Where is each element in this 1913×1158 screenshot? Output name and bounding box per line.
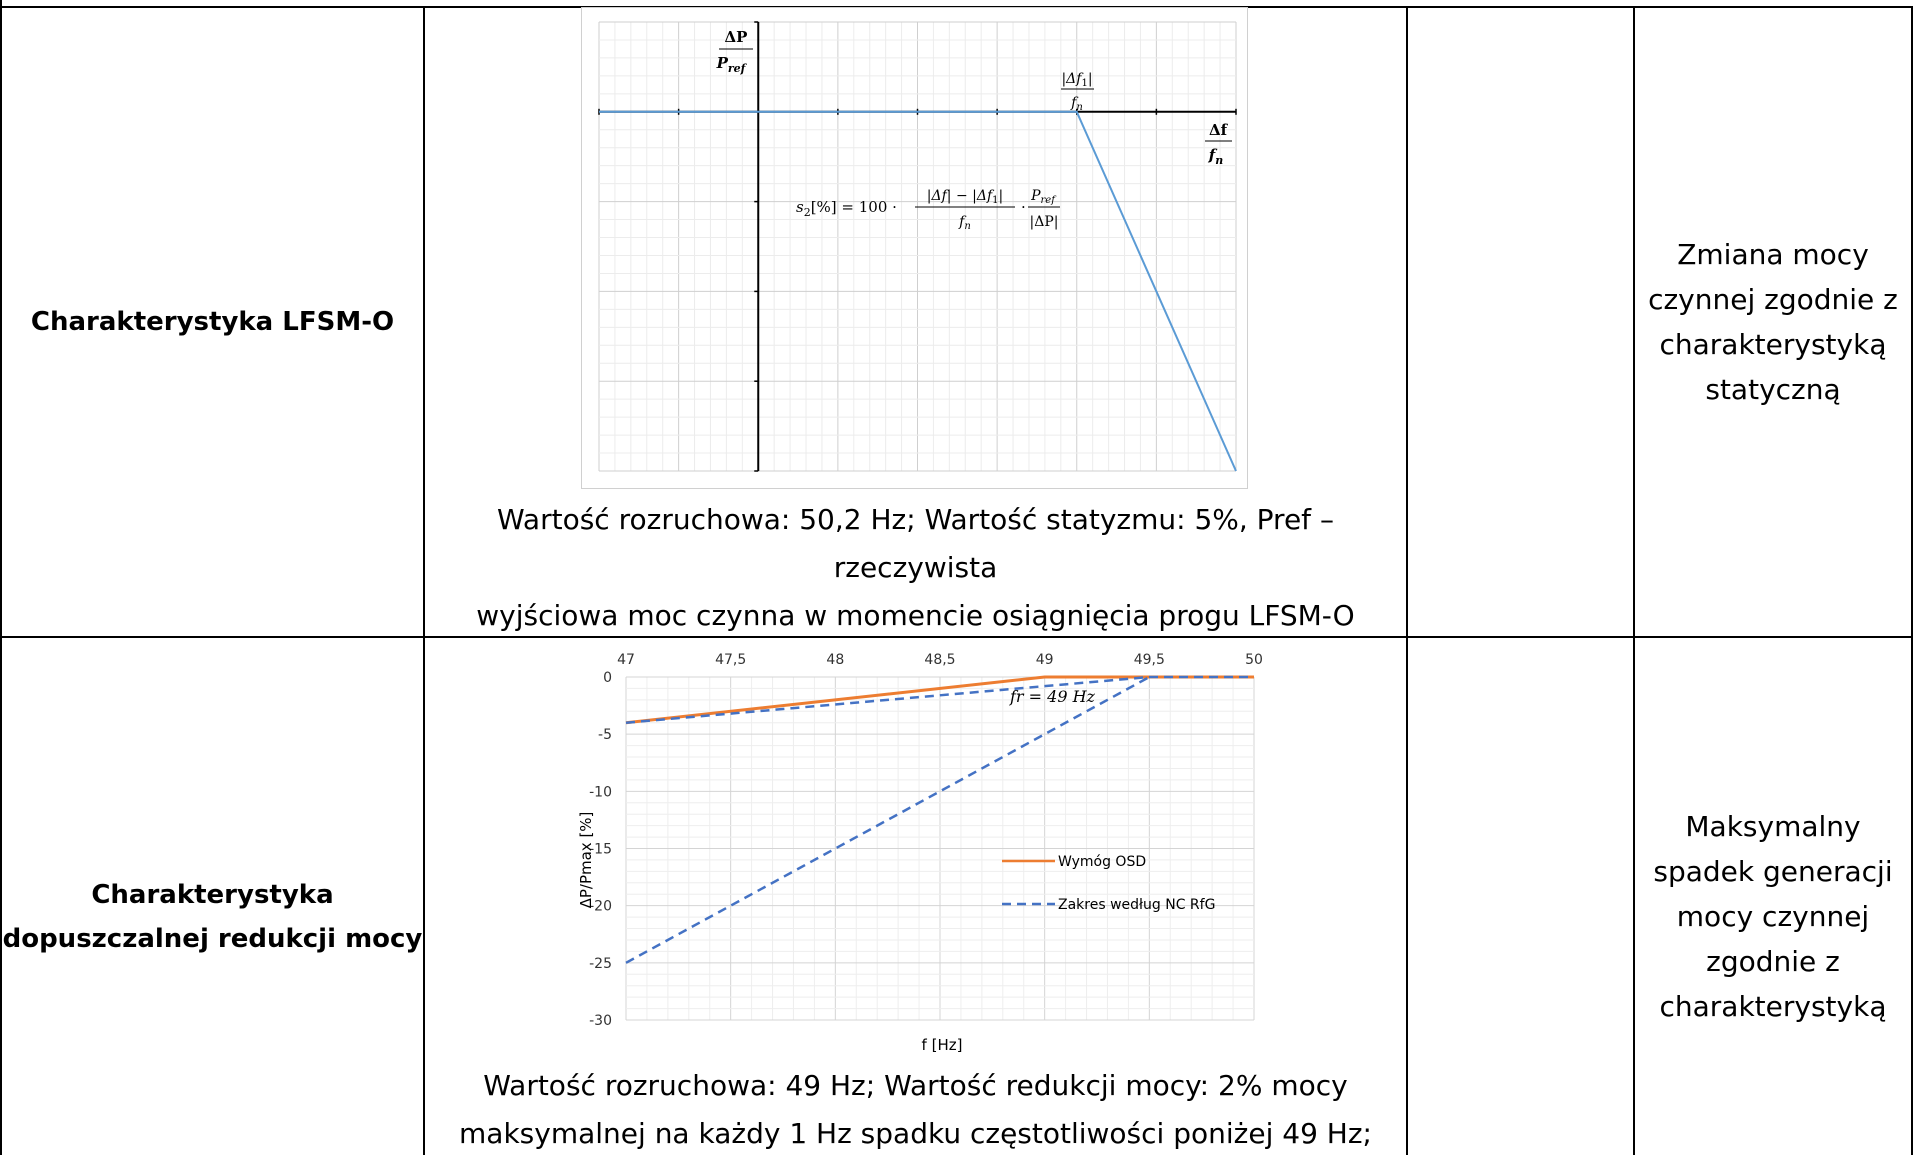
chart-2-series <box>625 675 1254 964</box>
table-col-divider-2 <box>1406 6 1408 1155</box>
chart-2-x-tick-label: 50 <box>1245 652 1263 668</box>
chart-1-ylabel-den: Pref <box>716 54 748 75</box>
chart-1-xlabel-num: Δf <box>1209 121 1229 139</box>
table-border-left <box>0 0 2 1155</box>
row-1-caption: Wartość rozruchowa: 50,2 Hz; Wartość sta… <box>425 503 1406 632</box>
chart-2-x-tick-label: 47,5 <box>715 652 746 668</box>
formula-lhs: s2[%] = 100 · <box>796 198 897 219</box>
formula-p-num-sub: ref <box>1041 195 1058 206</box>
row-2-right-line-1: Maksymalny <box>1685 810 1861 843</box>
row-2-right-line-2: spadek generacji <box>1653 855 1893 888</box>
row-2-right-text: Maksymalny spadek generacji mocy czynnej… <box>1635 638 1911 1155</box>
chart-2-x-tick-label: 49 <box>1036 652 1054 668</box>
chart-1-knee-den-sub: n <box>1076 102 1082 113</box>
row-2-right-line-5: charakterystyką <box>1659 990 1887 1023</box>
formula-den: fn <box>958 214 971 232</box>
chart-1-xlabel-den-f: f <box>1208 146 1218 164</box>
row-2-caption-line-2: maksymalnej na każdy 1 Hz spadku częstot… <box>459 1117 1372 1150</box>
chart-1-ylabel-den-sub: ref <box>728 62 748 75</box>
chart-1-ylabel-den-p: P <box>716 54 729 72</box>
chart-2-annotation: fr = 49 Hz <box>1009 687 1096 706</box>
chart-2-xlabel: f [Hz] <box>922 1036 963 1054</box>
formula-den-sub: n <box>964 221 970 232</box>
chart-1-xlabel-den: fn <box>1208 146 1223 167</box>
table-border-right <box>1911 6 1913 1155</box>
formula-lhs-s: s <box>796 198 804 216</box>
formula-lhs-rest: [%] = 100 · <box>811 198 897 216</box>
formula-num-end: | <box>999 188 1004 204</box>
chart-1-series-line <box>599 110 1237 472</box>
chart-2-series-nc-rfg-lower <box>625 675 1150 964</box>
row-1-caption-line-2: wyjściowa moc czynna w momencie osiągnię… <box>476 599 1355 632</box>
chart-2-series-nc-rfg-upper <box>625 675 1254 724</box>
chart-2-y-tick-label: -5 <box>598 727 612 743</box>
chart-2-x-tick-labels: 47 47,5 48 48,5 49 49,5 50 <box>617 652 1263 668</box>
chart-2-ylabel: ΔP/Pmax [%] <box>577 812 595 909</box>
formula-p-den: |ΔP| <box>1030 214 1059 230</box>
row-1-right-line-3: charakterystyką <box>1659 328 1887 361</box>
chart-1-xlabel-den-sub: n <box>1215 154 1223 167</box>
formula-num-sub: 1 <box>992 195 998 206</box>
formula-p-num: Pref <box>1030 188 1057 206</box>
chart-1-frame <box>581 7 1248 489</box>
row-1-caption-line-1: Wartość rozruchowa: 50,2 Hz; Wartość sta… <box>497 503 1334 584</box>
row-2-caption: Wartość rozruchowa: 49 Hz; Wartość reduk… <box>425 1062 1406 1158</box>
row-2-label: Charakterystyka dopuszczalnej redukcji m… <box>2 638 423 1155</box>
chart-2-y-tick-label: -15 <box>589 842 612 858</box>
formula-p-num-p: P <box>1030 188 1041 204</box>
chart-2-y-tick-label: -25 <box>589 956 612 972</box>
chart-2-grid <box>625 676 1255 1021</box>
chart-2-x-tick-label: 48 <box>826 652 844 668</box>
table-col-divider-3 <box>1633 6 1635 1155</box>
chart-1-formula: s2[%] = 100 · |Δf| − |Δf1| fn · Pref |ΔP… <box>796 188 1060 232</box>
row-2-right-line-4: zgodnie z <box>1706 945 1840 978</box>
formula-num: |Δf| − |Δf1| <box>927 188 1003 206</box>
row-1-right-line-4: statyczną <box>1705 373 1841 406</box>
row-2-right-line-3: mocy czynnej <box>1676 900 1870 933</box>
chart-2-y-tick-label: 0 <box>603 670 612 686</box>
table-col-divider-1 <box>423 6 425 1155</box>
chart-2-legend: Wymóg OSD Zakres według NC RfG <box>1002 854 1215 913</box>
row-2-label-line-1: Charakterystyka <box>91 879 334 910</box>
lfsm-o-chart: ΔP Pref |Δf1| fn Δf fn s2[%] = 100 · |Δf… <box>581 7 1248 489</box>
chart-1-knee-num-sub: 1 <box>1081 78 1087 89</box>
row-2-caption-line-1: Wartość rozruchowa: 49 Hz; Wartość reduk… <box>483 1069 1348 1102</box>
formula-dot: · <box>1021 198 1026 216</box>
chart-1-knee-den-f: f <box>1070 95 1079 111</box>
chart-1-knee-num-a: |Δf <box>1061 71 1084 87</box>
legend-label-wymog-osd: Wymóg OSD <box>1058 854 1146 870</box>
chart-2-y-tick-label: -30 <box>589 1013 612 1029</box>
chart-2-y-tick-labels: 0 -5 -10 -15 -20 -25 -30 <box>589 670 612 1029</box>
chart-2-x-tick-label: 47 <box>617 652 635 668</box>
chart-2-y-tick-label: -20 <box>589 899 612 915</box>
row-1-right-line-2: czynnej zgodnie z <box>1648 283 1898 316</box>
formula-lhs-sub: 2 <box>804 206 811 219</box>
row-2-label-line-2: dopuszczalnej redukcji mocy <box>2 923 423 954</box>
row-1-label-text: Charakterystyka LFSM-O <box>30 307 395 337</box>
chart-1-ylabel-num: ΔP <box>725 28 748 46</box>
row-1-label: Charakterystyka LFSM-O <box>2 8 423 636</box>
chart-1-grid <box>598 21 1237 472</box>
chart-1-knee-num-end: | <box>1088 71 1093 87</box>
legend-label-nc-rfg: Zakres według NC RfG <box>1058 897 1215 913</box>
chart-2-x-tick-label: 49,5 <box>1134 652 1165 668</box>
chart-2-y-tick-label: -10 <box>589 784 612 800</box>
chart-1-knee-den: fn <box>1070 95 1083 113</box>
table-row-divider <box>0 636 1913 638</box>
row-1-right-line-1: Zmiana mocy <box>1677 238 1869 271</box>
chart-1-knee-num: |Δf1| <box>1061 71 1092 89</box>
chart-2-x-tick-label: 48,5 <box>924 652 955 668</box>
formula-num-a: |Δf| − |Δf <box>927 188 995 204</box>
row-1-right-text: Zmiana mocy czynnej zgodnie z charaktery… <box>1635 8 1911 636</box>
power-reduction-chart: 47 47,5 48 48,5 49 49,5 50 0-5-10-15-20-25-30 … <box>577 652 1263 1054</box>
formula-den-f: f <box>958 214 967 230</box>
